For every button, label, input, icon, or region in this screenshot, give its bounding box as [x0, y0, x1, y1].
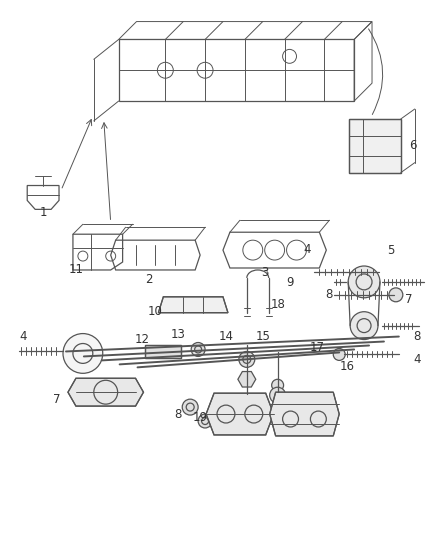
Text: 5: 5: [387, 244, 395, 256]
Polygon shape: [159, 297, 228, 313]
Polygon shape: [270, 392, 339, 436]
Circle shape: [198, 414, 212, 428]
Text: 4: 4: [20, 330, 27, 343]
Text: 15: 15: [255, 330, 270, 343]
Polygon shape: [206, 393, 274, 435]
Circle shape: [239, 351, 255, 367]
Text: 8: 8: [413, 330, 420, 343]
Circle shape: [272, 379, 283, 391]
Polygon shape: [238, 372, 256, 387]
Text: 7: 7: [405, 293, 413, 306]
Circle shape: [333, 349, 345, 360]
Text: 19: 19: [193, 410, 208, 424]
Circle shape: [63, 334, 103, 373]
Text: 12: 12: [135, 333, 150, 346]
Text: 8: 8: [175, 408, 182, 421]
Polygon shape: [349, 119, 401, 173]
Text: 7: 7: [53, 393, 61, 406]
Circle shape: [350, 312, 378, 340]
Text: 6: 6: [409, 139, 417, 152]
Text: 2: 2: [145, 273, 152, 286]
Text: 4: 4: [304, 243, 311, 256]
Circle shape: [348, 266, 380, 298]
Text: 4: 4: [413, 353, 420, 366]
Circle shape: [389, 288, 403, 302]
Text: 3: 3: [261, 266, 268, 279]
Text: 1: 1: [39, 206, 47, 219]
Circle shape: [191, 343, 205, 357]
Text: 18: 18: [270, 298, 285, 311]
Text: 8: 8: [325, 288, 333, 301]
Text: 16: 16: [340, 360, 355, 373]
Text: 17: 17: [310, 341, 325, 354]
Circle shape: [182, 399, 198, 415]
Text: 11: 11: [68, 263, 83, 277]
Text: 13: 13: [171, 328, 186, 341]
Text: 9: 9: [286, 277, 293, 289]
Text: 10: 10: [148, 305, 163, 318]
Text: 14: 14: [219, 330, 233, 343]
Polygon shape: [145, 344, 181, 358]
Polygon shape: [68, 378, 144, 406]
Circle shape: [270, 387, 286, 403]
